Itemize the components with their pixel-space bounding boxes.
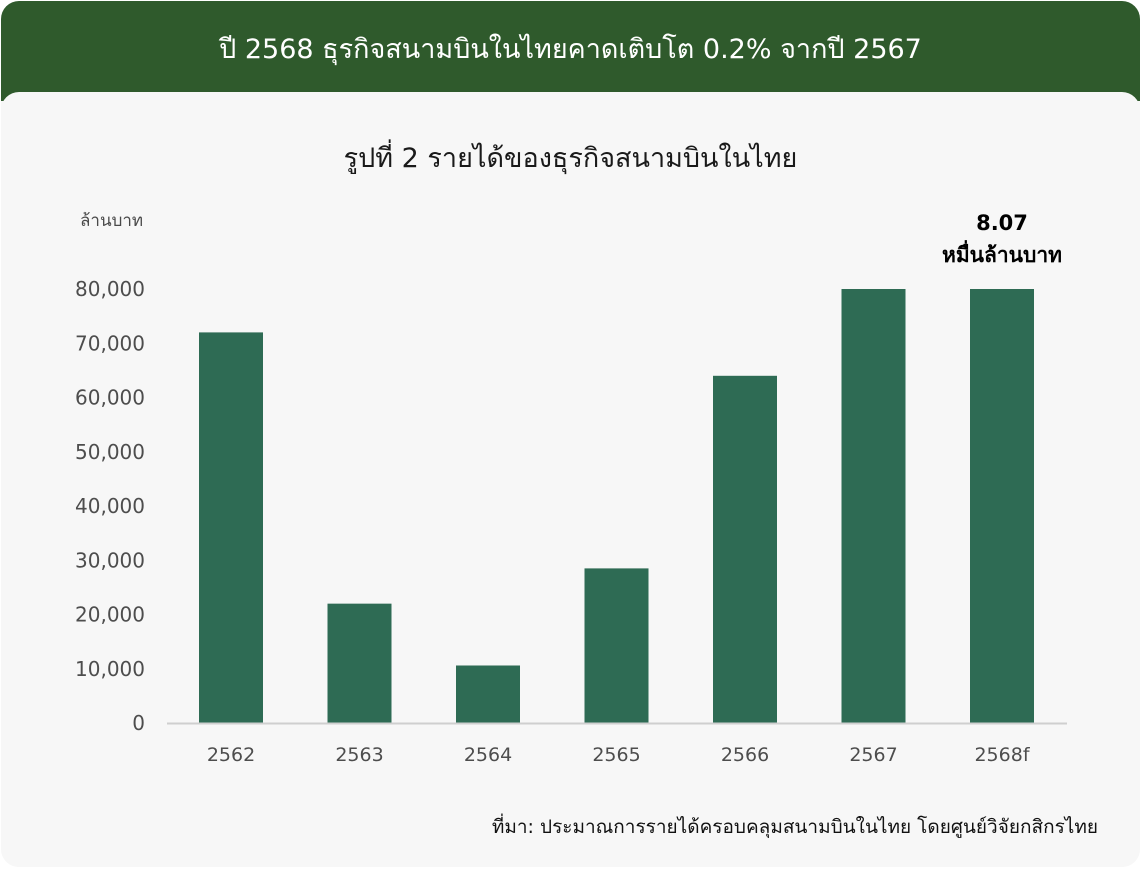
- y-tick-label: 10,000: [75, 657, 145, 681]
- chart-title: รูปที่ 2 รายได้ของธุรกิจสนามบินในไทย: [343, 143, 798, 174]
- bar-2563: [327, 603, 392, 723]
- y-tick-label: 20,000: [75, 603, 145, 627]
- chart-panel: [1, 92, 1140, 867]
- x-tick-label: 2568f: [974, 744, 1030, 766]
- y-axis-unit-label: ล้านบาท: [80, 211, 144, 231]
- x-tick-label: 2566: [721, 744, 769, 766]
- y-tick-label: 60,000: [75, 386, 145, 410]
- annotation-label: 8.07: [976, 211, 1028, 235]
- source-note: ที่มา: ประมาณการรายได้ครอบคลุมสนามบินในไ…: [491, 816, 1098, 838]
- y-tick-label: 70,000: [75, 331, 145, 355]
- annotation-label: หมื่นล้านบาท: [942, 239, 1062, 267]
- x-tick-label: 2563: [335, 744, 383, 766]
- x-tick-label: 2564: [464, 744, 512, 766]
- y-tick-label: 80,000: [75, 277, 145, 301]
- x-tick-label: 2565: [592, 744, 640, 766]
- x-tick-label: 2567: [849, 744, 897, 766]
- x-tick-label: 2562: [207, 744, 255, 766]
- bar-2564: [456, 665, 520, 723]
- y-tick-label: 0: [132, 711, 145, 735]
- y-tick-label: 30,000: [75, 548, 145, 572]
- header-title: ปี 2568 ธุรกิจสนามบินในไทยคาดเติบโต 0.2%…: [219, 34, 922, 65]
- bar-2565: [584, 568, 649, 723]
- bar-2562: [199, 332, 263, 723]
- y-tick-label: 40,000: [75, 494, 145, 518]
- bar-2566: [713, 375, 777, 723]
- bar-2567: [841, 289, 906, 723]
- header-banner: ปี 2568 ธุรกิจสนามบินในไทยคาดเติบโต 0.2%…: [1, 1, 1140, 101]
- y-tick-label: 50,000: [75, 440, 145, 464]
- bar-2568f: [970, 289, 1034, 723]
